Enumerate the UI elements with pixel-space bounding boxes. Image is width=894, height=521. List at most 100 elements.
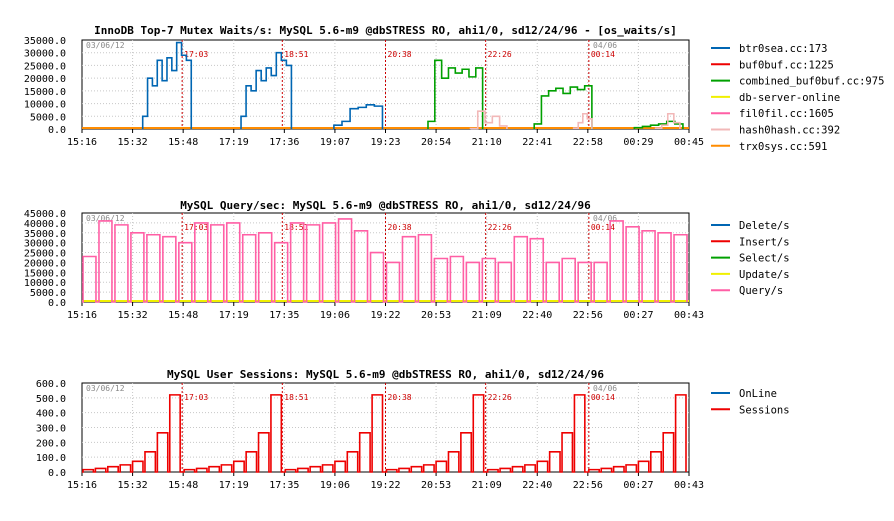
x-tick-label: 20:53 (421, 310, 451, 321)
x-tick-label: 17:19 (219, 310, 249, 321)
series-line-combined-buf0buf-cc-975-2 (633, 120, 684, 129)
marker-label: 22:26 (488, 393, 512, 402)
x-tick-label: 22:40 (522, 480, 552, 491)
chart-1: InnoDB Top-7 Mutex Waits/s: MySQL 5.6-m9… (24, 24, 885, 153)
series-line-sessions (82, 394, 687, 473)
marker-label: 18:51 (284, 223, 308, 232)
legend-label: trx0sys.cc:591 (739, 141, 828, 153)
y-tick-label: 15000.0 (24, 87, 66, 98)
x-tick-label: 19:22 (370, 480, 400, 491)
marker-label: 20:38 (388, 223, 412, 232)
legend-label: fil0fil.cc:1605 (739, 108, 834, 120)
y-tick-label: 10000.0 (24, 100, 66, 111)
marker-label: 00:14 (591, 223, 615, 232)
legend-label: Delete/s (739, 220, 790, 232)
legend-label: Query/s (739, 285, 783, 297)
y-tick-label: 0.0 (48, 298, 66, 309)
x-tick-label: 17:36 (269, 137, 299, 148)
x-tick-label: 15:16 (67, 310, 97, 321)
y-tick-label: 0.0 (48, 125, 66, 136)
date-start-label: 03/06/12 (86, 384, 125, 393)
x-tick-label: 19:06 (320, 310, 350, 321)
date-end-label: 04/06 (593, 214, 617, 223)
x-tick-label: 19:06 (320, 480, 350, 491)
legend-label: buf0buf.cc:1225 (739, 59, 834, 71)
legend-label: hash0hash.cc:392 (739, 125, 840, 137)
legend-label: Insert/s (739, 236, 790, 248)
legend-label: combined_buf0buf.cc:975 (739, 76, 884, 88)
legend-label: Select/s (739, 253, 790, 265)
x-tick-label: 17:19 (219, 480, 249, 491)
y-tick-label: 400.0 (36, 409, 66, 420)
legend-label: db-server-online (739, 92, 840, 104)
x-tick-label: 00:43 (674, 310, 704, 321)
marker-label: 22:26 (488, 50, 512, 59)
legend-label: Update/s (739, 269, 790, 281)
chart-title: MySQL User Sessions: MySQL 5.6-m9 @dbSTR… (167, 368, 604, 381)
chart-3: MySQL User Sessions: MySQL 5.6-m9 @dbSTR… (36, 368, 790, 491)
series-line-btr0sea-cc-173-0 (141, 41, 193, 129)
x-tick-label: 17:35 (269, 480, 299, 491)
x-tick-label: 15:16 (67, 137, 97, 148)
x-tick-label: 21:10 (472, 137, 502, 148)
y-tick-label: 35000.0 (24, 229, 66, 240)
x-tick-label: 15:16 (67, 480, 97, 491)
y-tick-label: 600.0 (36, 379, 66, 390)
y-tick-label: 30000.0 (24, 239, 66, 250)
y-tick-label: 45000.0 (24, 209, 66, 220)
marker-label: 17:03 (184, 223, 208, 232)
y-tick-label: 15000.0 (24, 268, 66, 279)
y-tick-label: 100.0 (36, 453, 66, 464)
chart-2: MySQL Query/sec: MySQL 5.6-m9 @dbSTRESS … (24, 199, 790, 321)
x-tick-label: 00:43 (674, 480, 704, 491)
date-end-label: 04/06 (593, 41, 617, 50)
marker-label: 18:51 (284, 50, 308, 59)
series-line-combined-buf0buf-cc-975-0 (427, 59, 484, 129)
y-tick-label: 25000.0 (24, 61, 66, 72)
marker-label: 22:26 (488, 223, 512, 232)
series-line-hash0hash-cc-392-1 (572, 112, 593, 130)
x-tick-label: 20:53 (421, 480, 451, 491)
x-tick-label: 19:23 (370, 137, 400, 148)
x-tick-label: 22:40 (522, 310, 552, 321)
y-tick-label: 5000.0 (30, 288, 66, 299)
series-line-hash0hash-cc-392-2 (654, 112, 681, 130)
legend-label: btr0sea.cc:173 (739, 43, 828, 55)
marker-label: 20:38 (388, 393, 412, 402)
x-tick-label: 17:35 (269, 310, 299, 321)
series-line-hash0hash-cc-392-0 (469, 110, 508, 130)
x-tick-label: 19:22 (370, 310, 400, 321)
y-tick-label: 200.0 (36, 438, 66, 449)
y-tick-label: 0.0 (48, 468, 66, 479)
x-tick-label: 22:56 (573, 310, 603, 321)
series-line-combined-buf0buf-cc-975-1 (533, 84, 593, 129)
marker-label: 00:14 (591, 50, 615, 59)
x-tick-label: 22:56 (573, 480, 603, 491)
series-line-btr0sea-cc-173-2 (333, 104, 384, 129)
series-line-query (82, 218, 688, 303)
x-tick-label: 21:09 (472, 310, 502, 321)
y-tick-label: 40000.0 (24, 219, 66, 230)
marker-label: 17:03 (184, 393, 208, 402)
x-tick-label: 15:32 (118, 310, 148, 321)
x-tick-label: 22:41 (522, 137, 552, 148)
y-tick-label: 500.0 (36, 394, 66, 405)
x-tick-label: 15:48 (168, 310, 198, 321)
x-tick-label: 15:48 (168, 137, 198, 148)
x-tick-label: 15:32 (118, 480, 148, 491)
x-tick-label: 21:09 (472, 480, 502, 491)
y-tick-label: 20000.0 (24, 74, 66, 85)
legend-label: OnLine (739, 388, 777, 400)
y-tick-label: 30000.0 (24, 49, 66, 60)
date-start-label: 03/06/12 (86, 41, 125, 50)
chart-title: InnoDB Top-7 Mutex Waits/s: MySQL 5.6-m9… (94, 24, 677, 37)
y-tick-label: 300.0 (36, 424, 66, 435)
y-tick-label: 35000.0 (24, 36, 66, 47)
x-tick-label: 20:54 (421, 137, 451, 148)
x-tick-label: 00:45 (674, 137, 704, 148)
x-tick-label: 17:19 (219, 137, 249, 148)
legend-label: Sessions (739, 404, 790, 416)
marker-label: 17:03 (184, 50, 208, 59)
